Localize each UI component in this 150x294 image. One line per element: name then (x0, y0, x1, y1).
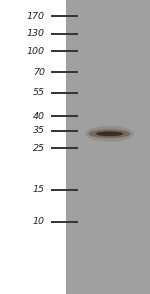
Text: 15: 15 (33, 185, 45, 194)
Ellipse shape (85, 126, 134, 142)
Text: 55: 55 (33, 88, 45, 97)
Bar (66, 0, 150, 294)
Ellipse shape (96, 131, 123, 136)
Ellipse shape (88, 129, 130, 138)
Text: 25: 25 (33, 144, 45, 153)
Text: 40: 40 (33, 112, 45, 121)
Text: 10: 10 (33, 218, 45, 226)
Text: 70: 70 (33, 68, 45, 76)
Text: 130: 130 (27, 29, 45, 38)
Text: 100: 100 (27, 47, 45, 56)
Text: 35: 35 (33, 126, 45, 135)
Text: 170: 170 (27, 12, 45, 21)
